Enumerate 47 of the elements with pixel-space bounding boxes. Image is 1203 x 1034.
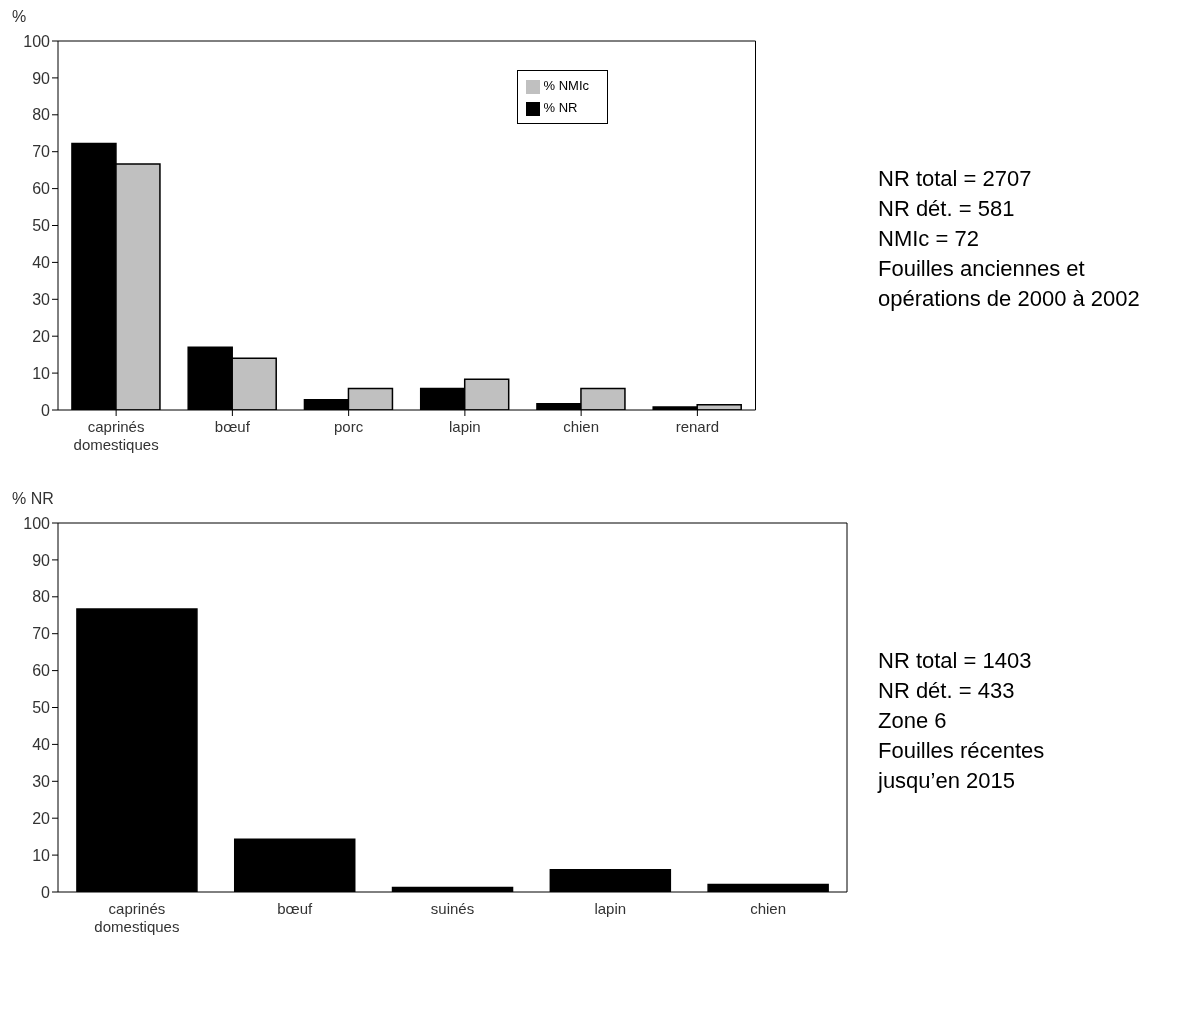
y-tick-label: 100 xyxy=(23,32,51,50)
y-tick-label: 10 xyxy=(32,846,51,864)
y-tick-label: 70 xyxy=(32,143,51,161)
x-tick-label: porc xyxy=(334,418,364,435)
y-tick-label: 80 xyxy=(32,588,51,606)
text: jusqu’en 2015 xyxy=(878,767,1016,795)
y-tick-label: 80 xyxy=(32,106,51,124)
x-tick-label: bœuf xyxy=(277,900,314,917)
y-axis-title: % NR xyxy=(12,490,55,509)
x-tick-label: lapin xyxy=(449,418,481,435)
x-tick-label: renard xyxy=(675,418,720,435)
y-tick-label: 70 xyxy=(32,625,51,643)
y-tick-label: 20 xyxy=(32,809,51,827)
text: Fouilles récentes xyxy=(878,737,1045,765)
y-tick-label: 90 xyxy=(32,551,51,569)
x-tick-label: lapin xyxy=(594,900,627,917)
x-tick-label: suinés xyxy=(430,900,475,917)
y-tick-label: 40 xyxy=(32,736,51,754)
y-tick-label: 90 xyxy=(32,69,51,87)
y-tick-label: 40 xyxy=(32,254,51,272)
text: NR dét. = 433 xyxy=(878,677,1016,705)
y-tick-label: 50 xyxy=(32,699,51,717)
y-tick-label: 60 xyxy=(32,180,51,198)
y-tick-label: 100 xyxy=(23,514,51,532)
text: NR total = 1403 xyxy=(878,647,1033,675)
y-tick-label: 60 xyxy=(32,662,51,680)
x-tick-label: chien xyxy=(563,418,600,435)
text: Fouilles anciennes et xyxy=(878,255,1086,283)
text: NR total = 2707 xyxy=(878,165,1033,193)
text: Zone 6 xyxy=(878,707,948,735)
y-tick-label: 50 xyxy=(32,217,51,235)
text: NR dét. = 581 xyxy=(878,195,1016,223)
x-tick-label: bœuf xyxy=(214,418,251,435)
text: NMIc = 72 xyxy=(878,225,980,253)
legend-label: % NMIc xyxy=(543,78,589,93)
y-tick-label: 30 xyxy=(32,290,51,308)
text: opérations de 2000 à 2002 xyxy=(878,285,1140,313)
y-tick-label: 0 xyxy=(41,883,51,901)
x-tick-label: caprinés domestiques xyxy=(73,418,159,453)
y-axis-title: % xyxy=(12,8,28,27)
y-tick-label: 30 xyxy=(32,772,51,790)
x-tick-label: chien xyxy=(750,900,787,917)
legend-label: % NR xyxy=(543,100,578,115)
x-tick-label: caprinés domestiques xyxy=(94,900,180,935)
y-tick-label: 20 xyxy=(32,327,51,345)
y-tick-label: 10 xyxy=(32,364,51,382)
y-tick-label: 0 xyxy=(41,401,51,419)
